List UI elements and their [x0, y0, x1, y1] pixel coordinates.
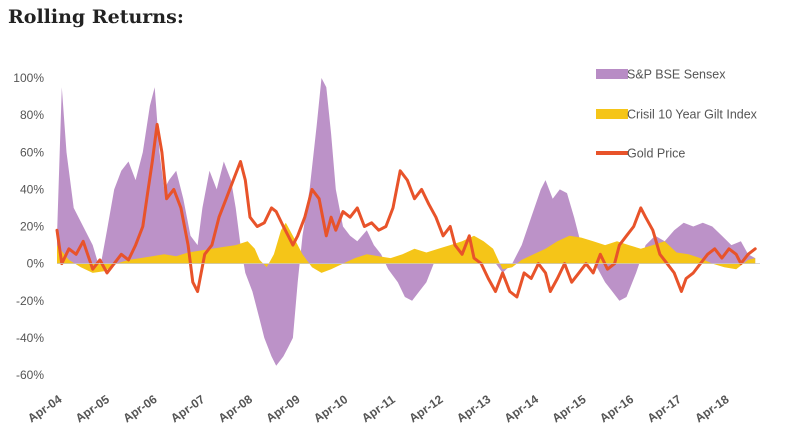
- x-tick-label: Apr-17: [645, 392, 684, 425]
- x-tick-label: Apr-11: [359, 392, 398, 425]
- x-tick-label: Apr-09: [263, 392, 302, 425]
- x-tick-label: Apr-08: [216, 392, 255, 425]
- crisil-10-year-gilt-index-legend-swatch: [596, 109, 628, 119]
- x-tick-label: Apr-12: [406, 392, 445, 425]
- x-tick-label: Apr-13: [454, 392, 493, 425]
- page-heading: Rolling Returns:: [8, 6, 184, 28]
- x-tick-label: Apr-05: [73, 392, 112, 425]
- y-tick-label: 80%: [20, 108, 44, 122]
- y-tick-label: -20%: [16, 294, 44, 308]
- y-tick-label: 60%: [20, 145, 44, 159]
- x-tick-label: Apr-14: [502, 392, 541, 425]
- crisil-10-year-gilt-index-area: [57, 222, 756, 273]
- x-tick-label: Apr-07: [168, 392, 207, 425]
- gold-price-line: [55, 122, 757, 299]
- y-tick-label: 40%: [20, 182, 44, 196]
- gold-price-legend-label: Gold Price: [627, 147, 685, 161]
- plot-area: [55, 78, 757, 366]
- x-axis-ticks: Apr-04 Apr-05 Apr-06 Apr-07 Apr-08 Apr-09 Apr-…: [25, 392, 732, 426]
- y-tick-label: 0%: [27, 257, 45, 271]
- x-tick-label: Apr-15: [549, 392, 588, 425]
- y-tick-label: 20%: [20, 220, 44, 234]
- x-tick-label: Apr-04: [25, 392, 64, 425]
- x-tick-label: Apr-16: [597, 392, 636, 425]
- legend: S&P BSE Sensex Crisil 10 Year Gilt Index G…: [596, 68, 758, 161]
- s-p-bse-sensex-legend-swatch: [596, 69, 628, 79]
- y-tick-label: 100%: [13, 71, 44, 85]
- y-tick-label: -60%: [16, 368, 44, 382]
- x-tick-label: Apr-06: [120, 392, 159, 425]
- x-tick-label: Apr-18: [692, 392, 731, 425]
- s-p-bse-sensex-legend-label: S&P BSE Sensex: [627, 68, 726, 82]
- y-axis-ticks: 100% 80% 60% 40% 20% 0% -20% -40% -60%: [13, 71, 44, 382]
- y-tick-label: -40%: [16, 331, 44, 345]
- x-tick-label: Apr-10: [311, 392, 350, 425]
- crisil-10-year-gilt-index-legend-label: Crisil 10 Year Gilt Index: [627, 108, 758, 122]
